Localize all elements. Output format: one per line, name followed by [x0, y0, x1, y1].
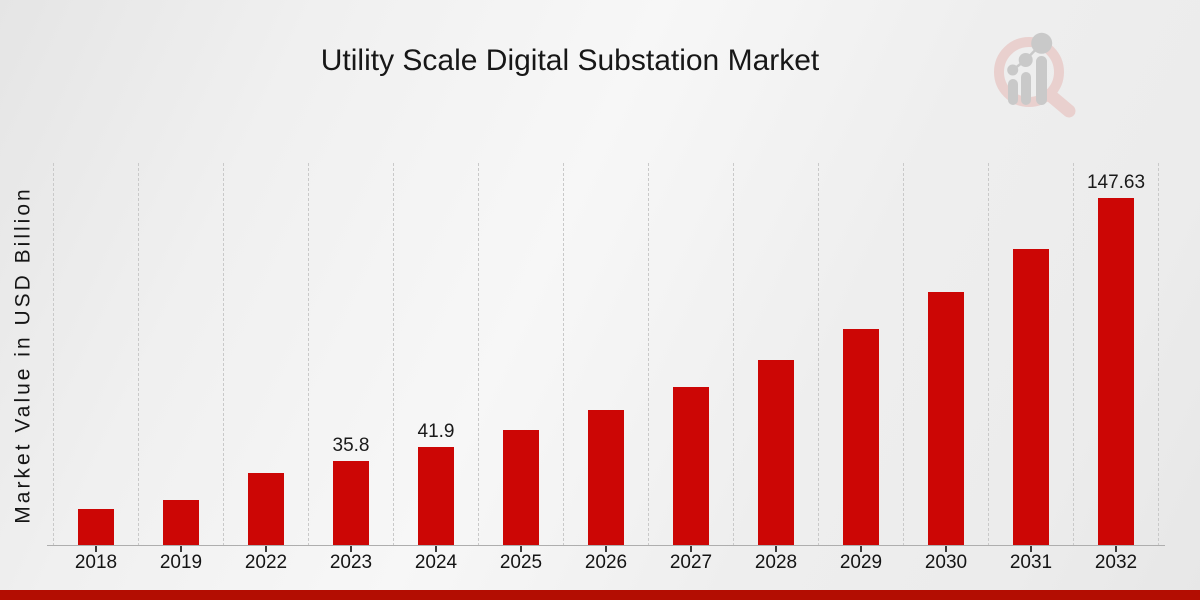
vertical-gridline — [478, 163, 479, 546]
x-axis-tick — [435, 546, 437, 552]
vertical-gridline — [563, 163, 564, 546]
x-axis-tick — [1030, 546, 1032, 552]
bar-2025 — [503, 429, 539, 545]
x-axis-tick — [775, 546, 777, 552]
x-axis-tick — [690, 546, 692, 552]
bar-2023 — [333, 460, 369, 545]
chart-title: Utility Scale Digital Substation Market — [320, 44, 820, 77]
bar-value-label-2023: 35.8 — [332, 434, 370, 456]
vertical-gridline — [223, 163, 224, 546]
bar-value-label-2024: 41.9 — [417, 420, 455, 442]
bar-value-label-2032: 147.63 — [1086, 172, 1146, 194]
x-axis-tick — [95, 546, 97, 552]
x-axis-label-2018: 2018 — [74, 552, 118, 573]
x-axis-tick — [860, 546, 862, 552]
vertical-gridline — [648, 163, 649, 546]
x-axis-label-2022: 2022 — [244, 552, 288, 573]
x-axis-tick — [945, 546, 947, 552]
vertical-gridline — [1073, 163, 1074, 546]
bar-2028 — [758, 360, 794, 545]
bar-2032 — [1098, 198, 1134, 545]
bar-2024 — [418, 446, 454, 545]
x-axis-tick — [605, 546, 607, 552]
brand-logo-magnifier-icon — [994, 32, 1076, 118]
vertical-gridline — [903, 163, 904, 546]
x-axis-label-2023: 2023 — [329, 552, 373, 573]
x-axis-tick — [1115, 546, 1117, 552]
bar-2026 — [588, 410, 624, 545]
x-axis-label-2031: 2031 — [1009, 552, 1053, 573]
vertical-gridline — [53, 163, 54, 546]
x-axis-label-2028: 2028 — [754, 552, 798, 573]
bar-2018 — [78, 509, 114, 545]
x-axis-label-2027: 2027 — [669, 552, 713, 573]
bar-2022 — [248, 473, 284, 545]
x-axis-label-2030: 2030 — [924, 552, 968, 573]
vertical-gridline — [988, 163, 989, 546]
x-axis-tick — [265, 546, 267, 552]
bar-2019 — [163, 500, 199, 545]
bar-2030 — [928, 291, 964, 545]
vertical-gridline — [733, 163, 734, 546]
vertical-gridline — [1158, 163, 1159, 546]
x-axis-tick — [520, 546, 522, 552]
bar-2031 — [1013, 248, 1049, 545]
x-axis-label-2024: 2024 — [414, 552, 458, 573]
x-axis-label-2025: 2025 — [499, 552, 543, 573]
x-axis-label-2019: 2019 — [159, 552, 203, 573]
x-axis-label-2032: 2032 — [1094, 552, 1138, 573]
vertical-gridline — [138, 163, 139, 546]
x-axis-line — [47, 545, 1165, 546]
vertical-gridline — [393, 163, 394, 546]
x-axis-tick — [350, 546, 352, 552]
x-axis-tick — [180, 546, 182, 552]
vertical-gridline — [308, 163, 309, 546]
x-axis-label-2029: 2029 — [839, 552, 883, 573]
bar-2027 — [673, 387, 709, 545]
x-axis-label-2026: 2026 — [584, 552, 628, 573]
vertical-gridline — [818, 163, 819, 546]
bottom-ribbon — [0, 590, 1200, 600]
bar-2029 — [843, 328, 879, 545]
